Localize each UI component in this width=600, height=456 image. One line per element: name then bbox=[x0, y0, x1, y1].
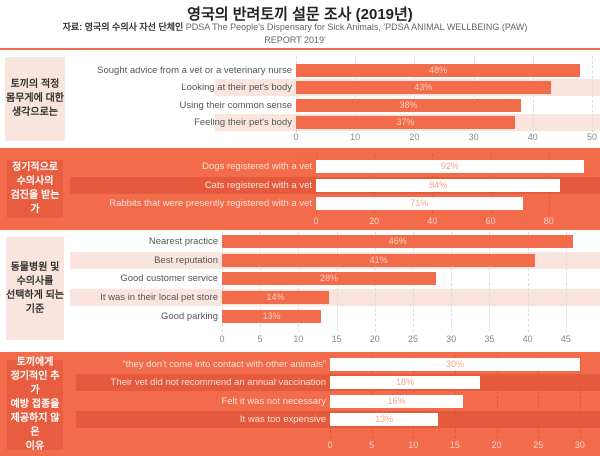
x-tick-label: 25 bbox=[407, 334, 418, 344]
bar: 38% bbox=[296, 99, 521, 112]
bar-category-label: Cats registered with a vet bbox=[204, 180, 312, 191]
x-tick-label: 5 bbox=[369, 440, 375, 450]
x-tick-label: 15 bbox=[331, 334, 342, 344]
gridline bbox=[355, 56, 357, 132]
chart-title: 토끼에게 정기적인 추가 예방 접종을 제공하지 않은 이유 bbox=[7, 357, 63, 452]
chart-panel-4: 토끼에게 정기적인 추가 예방 접종을 제공하지 않은 이유 0 5 10 15 20 25… bbox=[0, 352, 600, 456]
bar: 71% bbox=[316, 197, 523, 210]
x-tick-label: 40 bbox=[527, 132, 538, 142]
x-tick-label: 0 bbox=[327, 440, 333, 450]
bar-category-label: It was too expensive bbox=[239, 414, 326, 425]
x-tick-label: 80 bbox=[543, 216, 554, 226]
x-tick-label: 30 bbox=[446, 334, 457, 344]
gridline bbox=[296, 56, 297, 132]
bar: 48% bbox=[296, 64, 581, 77]
chart-title: 동물병원 및 수의사를 선택하게 되는 기준 bbox=[6, 237, 64, 340]
bar-category-label: Feeling their pet's body bbox=[194, 117, 292, 128]
divider bbox=[0, 228, 600, 230]
x-tick-label: 20 bbox=[409, 132, 420, 142]
x-tick-label: 10 bbox=[293, 334, 304, 344]
bar-category-label: Rabbits that were presently registered w… bbox=[109, 198, 312, 209]
bar-category-label: Good parking bbox=[160, 311, 218, 322]
divider bbox=[0, 48, 600, 50]
x-tick-label: 10 bbox=[350, 132, 361, 142]
chart-title: 정기적으로 수의사의 검진을 받는가 bbox=[7, 160, 63, 218]
bar-category-label: Sought advice from a vet or a veterinary… bbox=[97, 65, 292, 76]
x-tick-label: 0 bbox=[293, 132, 299, 142]
page-title: 영국의 반려토끼 설문 조사 (2019년) bbox=[187, 6, 413, 23]
bar-category-label: Their vet did not recommend an annual va… bbox=[110, 377, 326, 388]
bar: 43% bbox=[296, 81, 551, 94]
x-tick-label: 20 bbox=[369, 334, 380, 344]
bar: 14% bbox=[222, 291, 329, 304]
bar-category-label: Dogs registered with a vet bbox=[202, 161, 312, 172]
bar: 16% bbox=[330, 395, 464, 408]
bar-category-label: Nearest practice bbox=[148, 236, 218, 247]
x-tick-label: 40 bbox=[522, 334, 533, 344]
x-tick-label: 15 bbox=[449, 440, 460, 450]
gridline bbox=[579, 356, 581, 438]
gridline bbox=[527, 232, 529, 332]
gridline bbox=[489, 232, 491, 332]
bar: 30% bbox=[330, 358, 580, 371]
bar: 13% bbox=[222, 310, 322, 323]
bar-category-label: Best reputation bbox=[154, 255, 218, 266]
x-tick-label: 50 bbox=[586, 132, 597, 142]
x-tick-label: 25 bbox=[533, 440, 544, 450]
bar: 84% bbox=[316, 179, 561, 192]
x-tick-label: 60 bbox=[485, 216, 496, 226]
gridline bbox=[592, 56, 593, 132]
gridline bbox=[538, 356, 540, 438]
gridline bbox=[451, 232, 453, 332]
chart-panel-2: 정기적으로 수의사의 검진을 받는가 0 20 40 60 80 Dogs register… bbox=[0, 148, 600, 230]
chart-title: 토끼의 적정 몸무게에 대한 생각으로는 bbox=[5, 57, 65, 141]
bar-category-label: Felt it was not necessary bbox=[221, 396, 326, 407]
bar: 28% bbox=[222, 272, 436, 285]
source-note: 자료: 영국의 수의사 자선 단체인 PDSA The People's Dis… bbox=[60, 21, 530, 47]
gridline bbox=[532, 56, 534, 132]
x-tick-label: 35 bbox=[484, 334, 495, 344]
bar-category-label: It was in their local pet store bbox=[100, 292, 218, 303]
source-label: 자료: 영국의 수의사 자선 단체인 bbox=[62, 22, 184, 32]
x-tick-label: 20 bbox=[369, 216, 380, 226]
bar-category-label: Using their common sense bbox=[179, 100, 292, 111]
row-band bbox=[70, 289, 600, 306]
bar-category-label: Looking at their pet's body bbox=[181, 82, 292, 93]
bar: 13% bbox=[330, 413, 439, 426]
x-tick-label: 30 bbox=[574, 440, 585, 450]
bar: 18% bbox=[330, 376, 480, 389]
source-text: PDSA The People's Dispensary for Sick An… bbox=[185, 22, 528, 45]
gridline bbox=[473, 56, 475, 132]
gridline bbox=[496, 356, 498, 438]
chart-panel-1: 토끼의 적정 몸무게에 대한 생각으로는 0 10 20 30 40 50 Sought ad… bbox=[0, 52, 600, 146]
bar: 37% bbox=[296, 116, 516, 129]
bar: 92% bbox=[316, 160, 584, 173]
x-tick-label: 40 bbox=[427, 216, 438, 226]
bar: 46% bbox=[222, 235, 574, 248]
x-tick-label: 20 bbox=[491, 440, 502, 450]
x-tick-label: 45 bbox=[560, 334, 571, 344]
bar-category-label: “they don't come into contact with other… bbox=[122, 359, 326, 370]
x-tick-label: 10 bbox=[408, 440, 419, 450]
gridline bbox=[565, 232, 567, 332]
x-tick-label: 30 bbox=[468, 132, 479, 142]
gridline bbox=[414, 56, 416, 132]
bar: 41% bbox=[222, 254, 536, 267]
x-tick-label: 0 bbox=[219, 334, 225, 344]
chart-panel-3: 동물병원 및 수의사를 선택하게 되는 기준 0 5 10 15 20 25 30 35 40 45… bbox=[0, 232, 600, 350]
x-tick-label: 0 bbox=[313, 216, 319, 226]
x-tick-label: 5 bbox=[257, 334, 263, 344]
bar-category-label: Good customer service bbox=[120, 273, 218, 284]
